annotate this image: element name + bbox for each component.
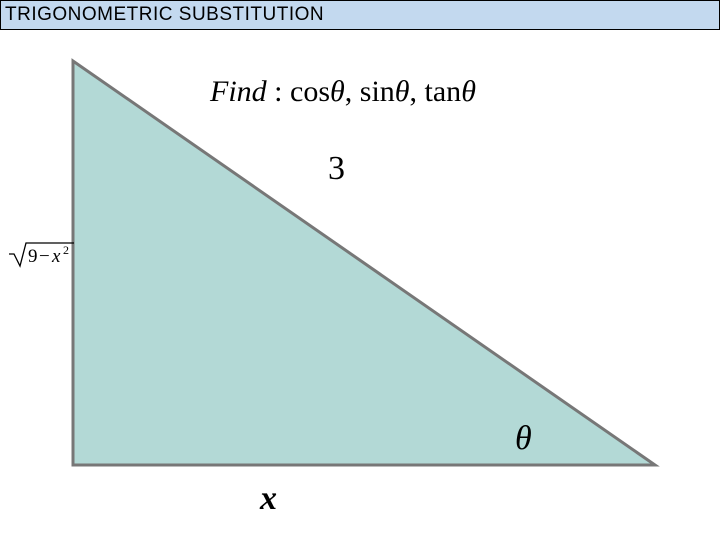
sep-1: , xyxy=(345,75,360,108)
triangle-diagram xyxy=(55,55,675,483)
radicand-var: x xyxy=(51,246,61,267)
radical-expression: 9 − x 2 xyxy=(8,240,78,270)
triangle-shape xyxy=(73,61,655,465)
opposite-side-label: 9 − x 2 xyxy=(8,240,78,270)
theta-3: θ xyxy=(461,75,476,108)
radicand-minus: − xyxy=(39,246,50,267)
theta-2: θ xyxy=(395,75,410,108)
prompt-line: Find : cosθ, sinθ, tanθ xyxy=(210,75,476,109)
find-word: Find xyxy=(210,75,267,108)
radicand-exp: 2 xyxy=(63,243,69,257)
hypotenuse-label: 3 xyxy=(328,150,345,188)
sep-2: , xyxy=(410,75,425,108)
fn-sin: sin xyxy=(360,75,395,108)
fn-cos: cos xyxy=(290,75,330,108)
colon: : xyxy=(267,75,290,108)
radicand-a: 9 xyxy=(28,246,38,267)
header-title: TRIGONOMETRIC SUBSTITUTION xyxy=(5,4,324,26)
theta-1: θ xyxy=(330,75,345,108)
header-bar: TRIGONOMETRIC SUBSTITUTION xyxy=(0,0,720,30)
adjacent-side-label: x xyxy=(260,480,277,518)
fn-tan: tan xyxy=(425,75,462,108)
angle-theta-label: θ xyxy=(515,420,532,458)
